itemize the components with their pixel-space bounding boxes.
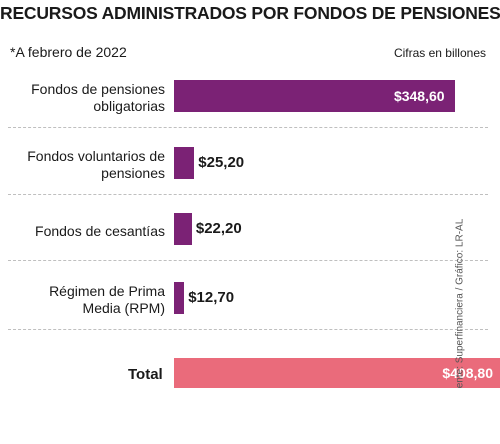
- chart-subtitle: *A febrero de 2022: [10, 44, 127, 60]
- category-label: Régimen de Prima Media (RPM): [5, 283, 165, 317]
- chart-title: RECURSOS ADMINISTRADOS POR FONDOS DE PEN…: [0, 3, 500, 23]
- bar-value-label: $12,70: [188, 289, 235, 306]
- units-note: Cifras en billones: [393, 46, 486, 60]
- category-label-line: Fondos de cesantías: [35, 222, 165, 239]
- category-label-line: obligatorias: [93, 98, 165, 114]
- total-row: Total $408,80: [0, 352, 500, 392]
- total-value-label: $408,80: [442, 365, 493, 381]
- category-label-line: Fondos de pensiones: [31, 81, 165, 97]
- bar: [174, 282, 185, 314]
- bar: [174, 80, 455, 112]
- bar: [174, 213, 192, 245]
- category-label: Fondos de cesantías: [5, 223, 165, 240]
- category-label: Fondos voluntarios de pensiones: [5, 148, 165, 182]
- total-bar: [174, 358, 500, 388]
- row-separator: [8, 329, 488, 330]
- row-separator: [8, 127, 488, 128]
- category-label-line: Régimen de Prima: [49, 283, 165, 299]
- category-label-line: Fondos voluntarios de: [27, 148, 165, 164]
- total-label: Total: [128, 366, 163, 383]
- category-label-line: Media (RPM): [82, 300, 165, 316]
- category-label-line: pensiones: [101, 165, 165, 181]
- category-label: Fondos de pensiones obligatorias: [5, 81, 165, 115]
- bar-value-label: $348,60: [393, 88, 445, 104]
- row-separator: [8, 260, 488, 261]
- source-credit: ente: Superfinanciera / Gráfico: LR-AL: [454, 218, 466, 389]
- bar-value-label: $22,20: [195, 220, 242, 237]
- bar-value-label: $25,20: [198, 154, 245, 171]
- row-separator: [8, 194, 488, 195]
- bar: [174, 147, 195, 179]
